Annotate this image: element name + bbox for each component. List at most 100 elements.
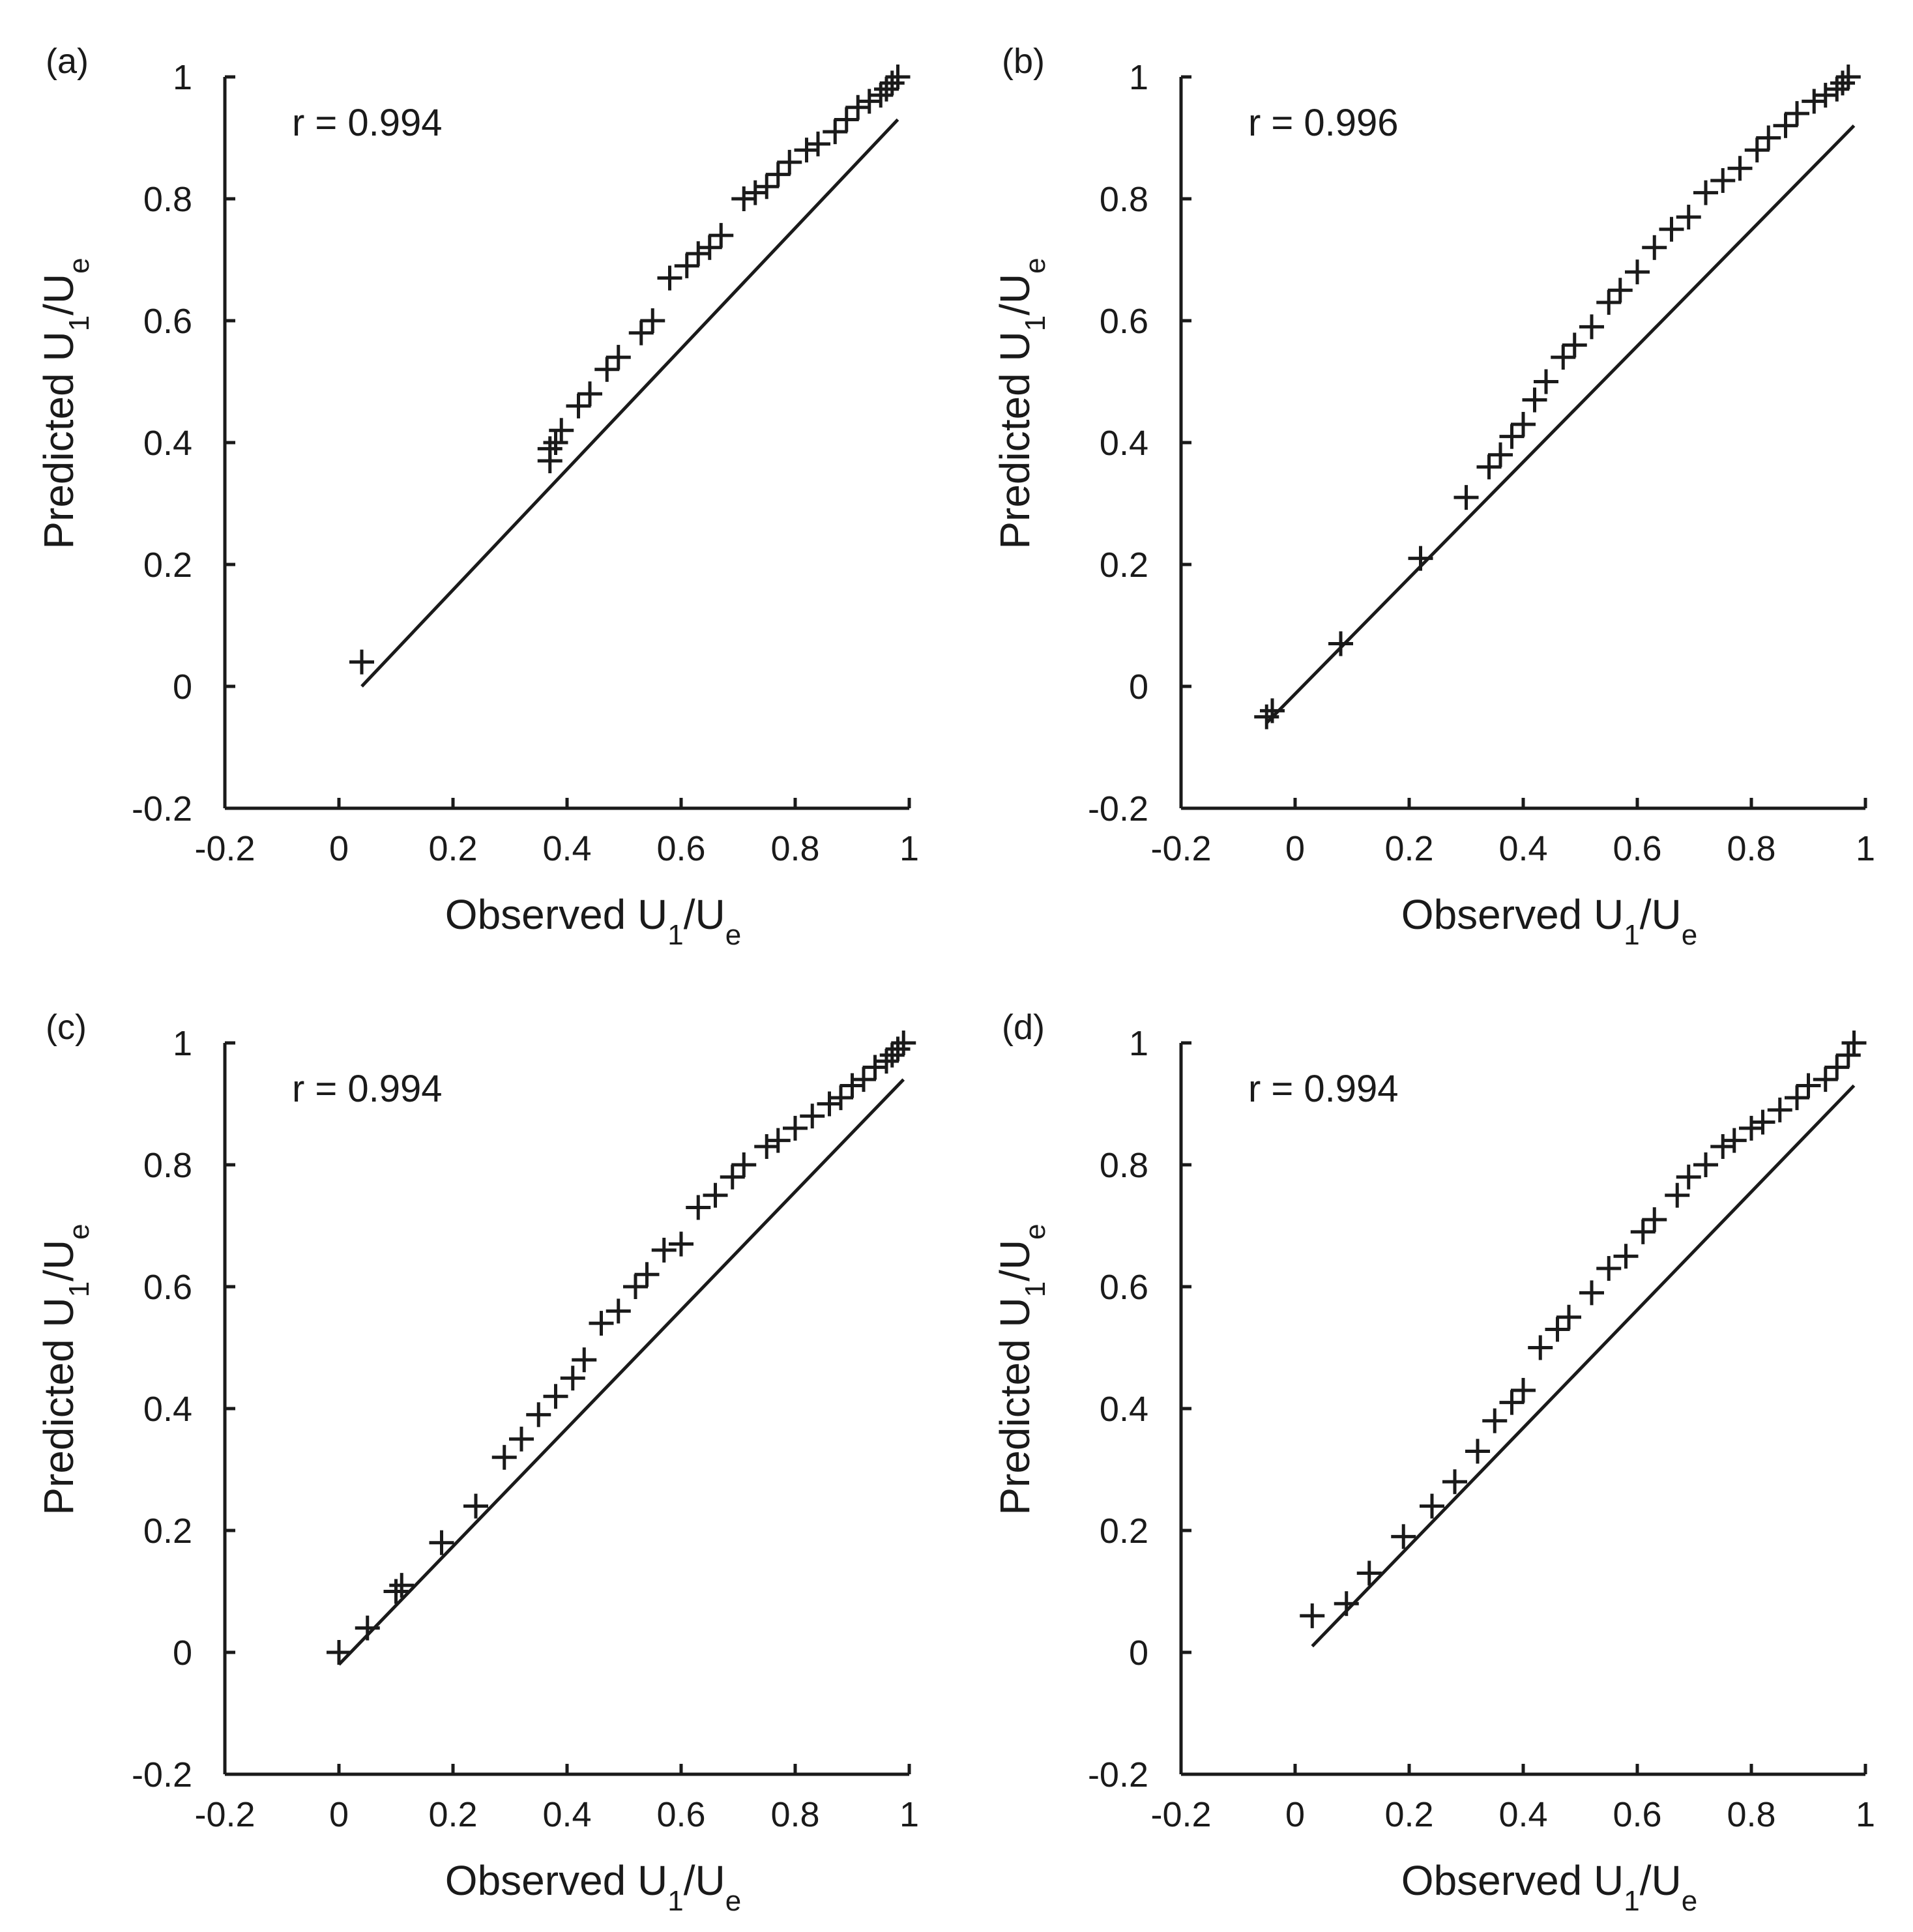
y-tick-label: -0.2 — [132, 789, 192, 828]
data-point — [1356, 1560, 1382, 1586]
data-point — [1420, 1493, 1444, 1519]
scatter-plot: -0.2 0 0.2 0.4 0.6 0.8 1 -0.2 0 0.2 0.4 0.6 0.8 1 (c) r… — [35, 1008, 919, 1917]
data-point — [1579, 1280, 1604, 1306]
x-axis-title-main: Observed U — [1401, 891, 1624, 938]
y-tick-label: 0.2 — [143, 546, 192, 585]
x-tick-label: 0.2 — [428, 829, 477, 868]
y-axis-title-sub1: 1 — [1019, 315, 1051, 331]
data-point — [885, 65, 911, 89]
data-point — [1750, 1109, 1775, 1135]
data-point — [674, 253, 699, 278]
data-point — [879, 1042, 905, 1068]
data-point — [383, 1579, 409, 1604]
data-point — [765, 1128, 791, 1153]
data-point — [1300, 1603, 1325, 1628]
data-point — [429, 1530, 454, 1555]
data-point — [834, 107, 859, 132]
data-point — [623, 1274, 648, 1299]
x-axis-title-sep: /U — [684, 1857, 725, 1904]
data-point — [1408, 546, 1433, 571]
y-tick-label: 0.6 — [143, 1268, 192, 1307]
data-point — [1835, 1042, 1861, 1068]
data-point — [1613, 1244, 1639, 1269]
y-axis-title-main: Predicted U — [35, 1297, 82, 1515]
data-point — [1710, 1134, 1736, 1159]
data-point — [1693, 1152, 1718, 1177]
x-tick-label: 0 — [1285, 1795, 1305, 1834]
y-tick-label: 0 — [173, 1633, 192, 1673]
y-tick-label: -0.2 — [1088, 1755, 1148, 1794]
y-axis-title-sub2: e — [63, 257, 95, 273]
y-tick-label: 1 — [173, 1024, 192, 1063]
data-point — [1260, 698, 1285, 724]
x-tick-label: 0 — [1285, 829, 1305, 868]
data-point — [634, 1262, 660, 1287]
data-point — [1693, 180, 1718, 205]
y-tick-label: 0.8 — [1100, 1146, 1148, 1185]
data-point — [1534, 369, 1558, 394]
x-tick-label: 0.4 — [542, 829, 591, 868]
y-tick-label: 0.6 — [1100, 302, 1148, 341]
data-point — [543, 430, 568, 455]
data-point — [1739, 1115, 1764, 1141]
data-point — [794, 138, 819, 163]
y-axis-title: Predicted U1/Ue — [991, 257, 1051, 549]
x-axis-title-sep: /U — [1640, 1857, 1682, 1904]
x-tick-label: -0.2 — [194, 1795, 255, 1834]
x-axis-title-sub1: 1 — [1624, 1885, 1639, 1917]
y-axis-title-sub2: e — [63, 1223, 95, 1239]
x-tick-label: 0.6 — [1613, 1795, 1661, 1834]
data-point — [560, 1366, 585, 1391]
y-tick-label: 1 — [173, 58, 192, 97]
data-point — [1676, 1164, 1701, 1190]
y-tick-label: 0.4 — [143, 424, 192, 463]
x-axis-title-sub1: 1 — [1624, 919, 1639, 951]
data-point — [1824, 76, 1850, 102]
panel-label: (b) — [1002, 42, 1045, 81]
x-tick-label: 0.4 — [542, 1795, 591, 1834]
x-axis-title-main: Observed U — [445, 1857, 667, 1904]
x-tick-label: 0.4 — [1498, 829, 1547, 868]
correlation-annotation: r = 0.996 — [1248, 102, 1399, 144]
data-point — [1767, 1097, 1792, 1122]
data-point — [1488, 442, 1513, 467]
x-axis-title-main: Observed U — [1401, 1857, 1624, 1904]
data-point — [549, 418, 574, 443]
y-tick-label: 0 — [1129, 1633, 1148, 1673]
data-point — [1796, 1073, 1821, 1098]
data-point — [1773, 113, 1798, 138]
y-tick-label: 0.8 — [143, 1146, 192, 1185]
x-axis-title: Observed U1/Ue — [445, 891, 741, 951]
data-point — [509, 1426, 534, 1452]
y-axis-title: Predicted U1/Ue — [35, 257, 95, 549]
x-axis-title-sep: /U — [684, 891, 725, 938]
x-tick-label: 0.8 — [1727, 829, 1775, 868]
y-axis-title-main: Predicted U — [991, 1297, 1038, 1515]
y-axis-title-sub2: e — [1019, 1223, 1051, 1239]
data-point — [1630, 1219, 1656, 1244]
data-point — [800, 1104, 825, 1129]
data-point — [1545, 1317, 1570, 1342]
data-point — [1642, 235, 1667, 260]
data-point — [879, 70, 905, 96]
data-point — [868, 83, 894, 108]
x-tick-label: 0.6 — [1613, 829, 1661, 868]
data-point — [1511, 411, 1536, 437]
y-axis-title-main: Predicted U — [991, 331, 1038, 549]
x-axis-title: Observed U1/Ue — [1401, 891, 1697, 951]
reference-line — [1265, 124, 1856, 724]
x-tick-label: 0.4 — [1498, 1795, 1547, 1834]
x-axis-title-sub1: 1 — [667, 919, 683, 951]
data-point — [1551, 345, 1576, 370]
x-axis-title-sub2: e — [1682, 919, 1697, 951]
chart-panel-c: -0.2 0 0.2 0.4 0.6 0.8 1 -0.2 0 0.2 0.4 0.6 0.8 1 (c) r… — [0, 966, 956, 1932]
x-tick-label: -0.2 — [1150, 1795, 1211, 1834]
chart-panel-a: -0.2 0 0.2 0.4 0.6 0.8 1 -0.2 0 0.2 0.4 0.6 0.8 1 (a) r… — [0, 0, 956, 966]
data-point — [1756, 125, 1781, 151]
x-axis-title-main: Observed U — [445, 891, 667, 938]
y-axis-title-sub1: 1 — [1019, 1281, 1051, 1297]
scatter-plot: -0.2 0 0.2 0.4 0.6 0.8 1 -0.2 0 0.2 0.4 0.6 0.8 1 (d) r… — [991, 1008, 1875, 1917]
data-point — [355, 1615, 380, 1641]
data-point — [657, 265, 682, 291]
